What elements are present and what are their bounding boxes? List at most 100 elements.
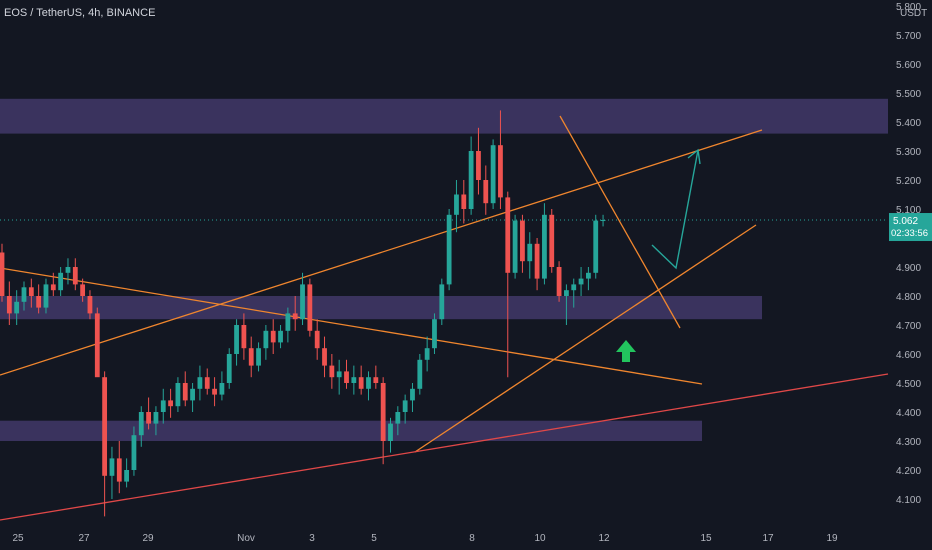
candle-body	[329, 365, 335, 378]
candle-body	[520, 220, 525, 262]
candle-body	[278, 330, 283, 343]
y-tick-label: 4.500	[896, 379, 921, 390]
y-tick-label: 5.500	[896, 89, 921, 100]
projected-path-arrow	[651, 149, 699, 270]
candle-body	[402, 400, 408, 412]
channel-upper-line	[0, 129, 763, 376]
candle-body	[542, 214, 547, 279]
candle-body	[432, 319, 437, 349]
last-price-badge	[889, 213, 932, 242]
candle-body	[175, 383, 181, 407]
candle-body	[527, 243, 533, 262]
x-tick-label: 17	[762, 533, 774, 544]
candle-body	[116, 458, 122, 482]
candle-body	[153, 412, 159, 424]
symbol-title: EOS / TetherUS, 4h, BINANCE	[4, 7, 156, 19]
candle-body	[578, 278, 584, 285]
candle-body	[534, 243, 540, 279]
candle-body	[102, 377, 108, 476]
candle-body	[454, 194, 459, 215]
candle-body	[593, 220, 599, 273]
zone-1	[0, 296, 762, 320]
x-tick-label: 8	[469, 533, 475, 544]
candle-body	[43, 284, 49, 308]
candle-body	[50, 284, 56, 291]
candle-body	[410, 388, 415, 401]
candle-body	[256, 348, 261, 366]
x-tick-label: 25	[12, 533, 24, 544]
candle-body	[461, 194, 467, 209]
x-tick-label: 29	[142, 533, 154, 544]
candle-body	[344, 371, 349, 383]
candle-body	[600, 220, 606, 222]
candle-body	[314, 330, 320, 349]
candle-body	[468, 151, 474, 209]
zone-0	[0, 98, 888, 134]
candle-body	[124, 470, 130, 482]
y-tick-label: 5.300	[896, 147, 921, 158]
candle-body	[160, 400, 166, 412]
candle-body	[549, 214, 555, 267]
candle-body	[322, 348, 327, 366]
candle-body	[505, 197, 511, 273]
candle-body	[197, 377, 203, 389]
candle-body	[87, 296, 93, 314]
candle-body	[571, 284, 577, 291]
candle-body	[80, 284, 86, 296]
y-tick-label: 5.100	[896, 205, 921, 216]
candle-body	[109, 458, 115, 476]
candle-body	[292, 313, 298, 320]
y-tick-label: 5.200	[896, 176, 921, 187]
y-tick-label: 5.800	[896, 2, 921, 13]
candle-body	[512, 220, 518, 273]
candle-body	[351, 377, 357, 383]
buy-arrow-icon	[616, 340, 636, 362]
candle-body	[358, 377, 364, 389]
candle-body	[248, 348, 254, 366]
x-tick-label: 10	[534, 533, 546, 544]
candle-body	[190, 388, 195, 401]
candle-body	[490, 145, 496, 204]
y-tick-label: 4.400	[896, 408, 921, 419]
descending-trendline	[0, 267, 703, 385]
candle-body	[586, 272, 591, 279]
y-tick-label: 4.800	[896, 292, 921, 303]
candle-body	[439, 284, 445, 320]
candle-body	[6, 296, 12, 314]
candle-body	[336, 371, 342, 378]
candle-body	[0, 252, 5, 296]
wedge-top-line	[559, 115, 681, 329]
candle-body	[204, 377, 210, 389]
y-tick-label: 5.700	[896, 31, 921, 42]
x-tick-label: Nov	[237, 533, 255, 544]
candle-body	[446, 214, 452, 285]
candle-body	[138, 412, 144, 436]
candle-body	[373, 377, 379, 383]
zone-2	[0, 420, 702, 441]
y-tick-label: 4.700	[896, 321, 921, 332]
candle-body	[366, 377, 371, 389]
y-tick-label: 5.600	[896, 60, 921, 71]
candle-body	[226, 354, 232, 383]
y-tick-label: 4.100	[896, 495, 921, 506]
candle-body	[72, 267, 78, 285]
candle-body	[28, 287, 34, 296]
candle-body	[234, 325, 239, 354]
x-tick-label: 27	[78, 533, 90, 544]
candle-body	[300, 284, 305, 320]
candle-body	[476, 151, 481, 180]
candle-body	[424, 348, 430, 360]
candle-body	[219, 383, 225, 395]
candle-body	[388, 423, 393, 441]
y-tick-label: 4.600	[896, 350, 921, 361]
projected-path-arrowhead	[687, 148, 701, 165]
candle-body	[182, 383, 188, 401]
candle-body	[307, 284, 313, 331]
candle-body	[417, 359, 423, 389]
candle-body	[212, 388, 217, 395]
candle-body	[241, 325, 247, 349]
candle-body	[263, 330, 269, 349]
